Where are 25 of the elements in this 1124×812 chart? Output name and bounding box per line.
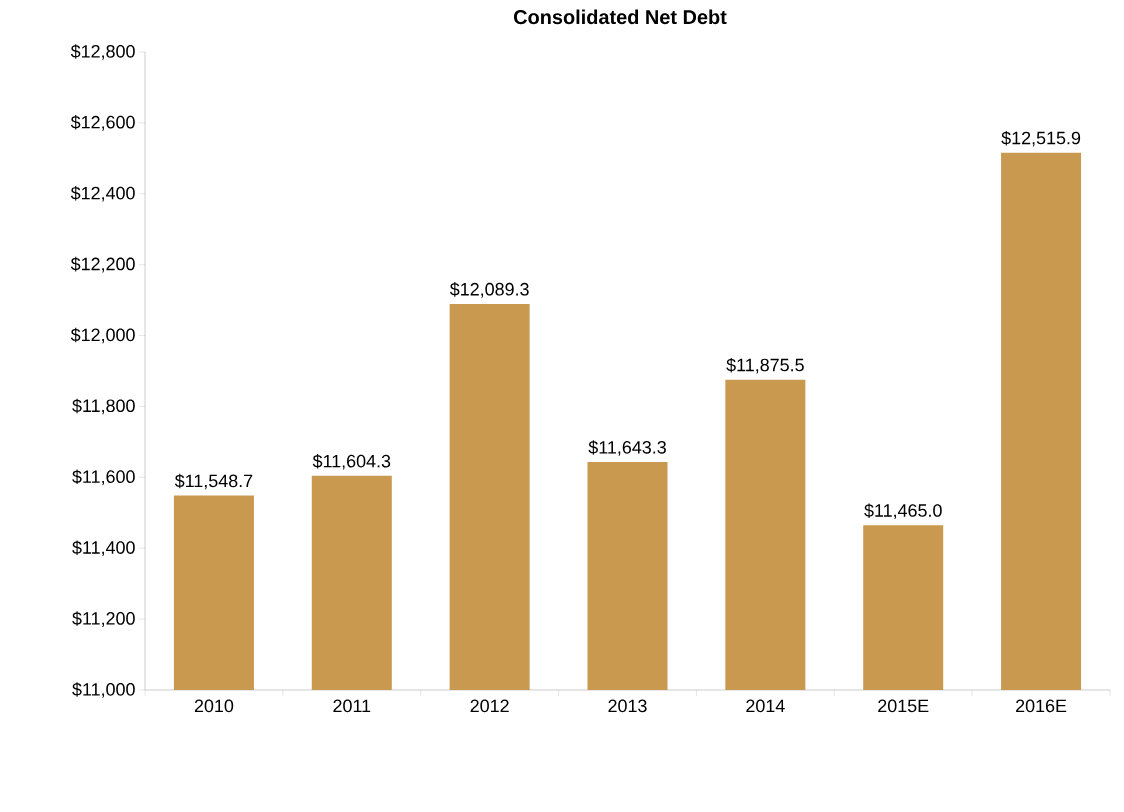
y-tick-label: $11,400 (72, 540, 135, 557)
data-label: $11,643.3 (588, 440, 666, 456)
y-tick-label: $12,000 (70, 327, 135, 344)
y-tick-label: $11,800 (72, 398, 135, 415)
y-tick-label: $11,200 (72, 611, 135, 627)
data-label: $11,465.0 (864, 503, 942, 519)
x-tick-label: 2010 (194, 699, 234, 713)
chart-title: Consolidated Net Debt (513, 9, 727, 25)
data-label: $12,089.3 (449, 282, 529, 298)
x-tick-label: 2015E (878, 699, 929, 713)
y-tick-label: $12,400 (70, 185, 135, 202)
y-tick-label: $11,000 (72, 682, 135, 698)
y-tick-label: $12,200 (70, 256, 135, 273)
x-tick-label: 2013 (608, 699, 647, 713)
x-tick-label: 2014 (746, 699, 785, 713)
data-label: $12,515.9 (1001, 130, 1081, 147)
y-tick-label: $11,600 (72, 469, 135, 486)
x-tick-label: 2016E (1016, 699, 1067, 713)
data-label: $11,875.5 (726, 357, 804, 374)
y-tick-label: $12,600 (70, 115, 135, 131)
data-label: $11,548.7 (174, 473, 253, 490)
y-tick-label: $12,800 (70, 44, 135, 60)
x-tick-label: 2012 (470, 699, 509, 713)
data-label: $11,604.3 (312, 454, 391, 470)
x-tick-label: 2011 (333, 699, 371, 713)
